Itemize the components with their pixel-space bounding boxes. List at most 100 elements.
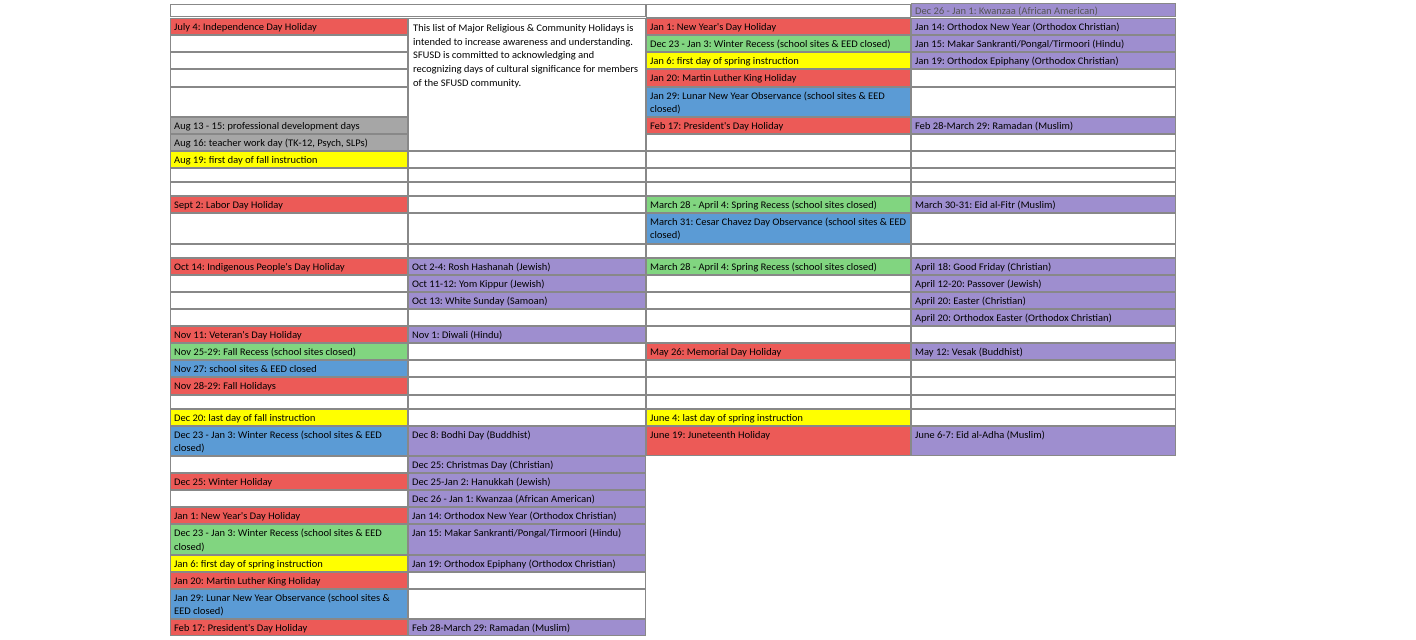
spacer-cell [170, 52, 408, 69]
spacer-cell [646, 182, 911, 196]
calendar-entry: Jan 15: Makar Sankranti/Pongal/Tirmoori … [911, 35, 1176, 52]
empty-cell [646, 473, 911, 490]
spacer-cell [911, 87, 1176, 117]
spacer-cell [911, 360, 1176, 377]
spacer-cell [170, 292, 408, 309]
calendar-entry: Oct 14: Indigenous People's Day Holiday [170, 258, 408, 275]
spacer-cell [408, 395, 646, 409]
spacer-cell [170, 213, 408, 243]
spacer-cell [408, 168, 646, 182]
header-partial [170, 4, 646, 17]
spacer-cell [646, 309, 911, 326]
spacer-cell [646, 151, 911, 168]
spacer-cell [408, 589, 646, 619]
calendar-entry: Feb 28-March 29: Ramadan (Muslim) [911, 117, 1176, 134]
spacer-cell [408, 343, 646, 360]
spacer-cell [911, 395, 1176, 409]
calendar-entry: Nov 1: Diwali (Hindu) [408, 326, 646, 343]
empty-cell [646, 507, 911, 524]
spacer-cell [911, 377, 1176, 394]
calendar-entry: Jan 19: Orthodox Epiphany (Orthodox Chri… [911, 52, 1176, 69]
empty-cell [646, 572, 911, 589]
spacer-cell [646, 360, 911, 377]
empty-cell [911, 507, 1176, 524]
spacer-cell [408, 409, 646, 426]
spacer-cell [646, 275, 911, 292]
calendar-entry: Aug 19: first day of fall instruction [170, 151, 408, 168]
calendar-entry: Feb 17: President's Day Holiday [170, 619, 408, 636]
spacer-cell [408, 377, 646, 394]
calendar-entry: Jan 29: Lunar New Year Observance (schoo… [170, 589, 408, 619]
calendar-entry: Nov 25-29: Fall Recess (school sites clo… [170, 343, 408, 360]
calendar-entry: Dec 23 - Jan 3: Winter Recess (school si… [170, 426, 408, 456]
empty-cell [646, 589, 911, 619]
spacer-cell [646, 292, 911, 309]
spacer-cell [646, 377, 911, 394]
calendar-entry: Nov 28-29: Fall Holidays [170, 377, 408, 394]
calendar-entry: Dec 26 - Jan 1: Kwanzaa (African America… [408, 490, 646, 507]
spacer-cell [911, 326, 1176, 343]
spacer-cell [170, 87, 408, 117]
spacer-cell [646, 134, 911, 151]
spacer-cell [408, 572, 646, 589]
spacer-cell [170, 69, 408, 86]
spacer-cell [170, 490, 408, 507]
calendar-entry: Oct 2-4: Rosh Hashanah (Jewish) [408, 258, 646, 275]
calendar-entry: Aug 13 - 15: professional development da… [170, 117, 408, 134]
calendar-entry: Jan 20: Martin Luther King Holiday [646, 69, 911, 86]
spacer-cell [408, 196, 646, 213]
spacer-cell [911, 69, 1176, 86]
calendar-entry: Jan 14: Orthodox New Year (Orthodox Chri… [408, 507, 646, 524]
empty-cell [911, 456, 1176, 473]
calendar-entry: April 20: Orthodox Easter (Orthodox Chri… [911, 309, 1176, 326]
calendar-entry: Jan 29: Lunar New Year Observance (schoo… [646, 87, 911, 117]
calendar-entry: July 4: Independence Day Holiday [170, 18, 408, 35]
calendar-entry: June 4: last day of spring instruction [646, 409, 911, 426]
calendar-entry: Jan 1: New Year's Day Holiday [646, 18, 911, 35]
empty-cell [911, 524, 1176, 554]
calendar-entry: Feb 17: President's Day Holiday [646, 117, 911, 134]
spacer-cell [170, 168, 408, 182]
calendar-entry: Aug 16: teacher work day (TK-12, Psych, … [170, 134, 408, 151]
spacer-cell [646, 244, 911, 258]
empty-cell [646, 524, 911, 554]
calendar-entry: Dec 25-Jan 2: Hanukkah (Jewish) [408, 473, 646, 490]
spacer-cell [170, 275, 408, 292]
calendar-entry: Feb 28-March 29: Ramadan (Muslim) [408, 619, 646, 636]
calendar-entry: Jan 20: Martin Luther King Holiday [170, 572, 408, 589]
empty-cell [911, 619, 1176, 636]
spacer-cell [646, 395, 911, 409]
empty-cell [911, 473, 1176, 490]
calendar-entry: Nov 11: Veteran's Day Holiday [170, 326, 408, 343]
calendar-entry: Dec 25: Christmas Day (Christian) [408, 456, 646, 473]
spacer-cell [170, 182, 408, 196]
calendar-entry: March 30-31: Eid al-Fitr (Muslim) [911, 196, 1176, 213]
calendar-entry: Dec 23 - Jan 3: Winter Recess (school si… [170, 524, 408, 554]
spacer-cell [911, 168, 1176, 182]
spacer-cell [408, 182, 646, 196]
empty-cell [911, 589, 1176, 619]
calendar-entry: Jan 15: Makar Sankranti/Pongal/Tirmoori … [408, 524, 646, 554]
calendar-entry: Dec 20: last day of fall instruction [170, 409, 408, 426]
calendar-entry: April 20: Easter (Christian) [911, 292, 1176, 309]
empty-cell [646, 490, 911, 507]
empty-cell [646, 456, 911, 473]
empty-cell [646, 619, 911, 636]
calendar-entry: March 28 - April 4: Spring Recess (schoo… [646, 258, 911, 275]
spacer-cell [911, 213, 1176, 243]
empty-cell [911, 572, 1176, 589]
spacer-cell [408, 309, 646, 326]
calendar-entry: Jan 6: first day of spring instruction [646, 52, 911, 69]
holiday-calendar-grid: Dec 26 - Jan 1: Kwanzaa (African America… [170, 4, 1246, 636]
intro-text: This list of Major Religious & Community… [408, 18, 646, 151]
spacer-cell [646, 168, 911, 182]
calendar-entry: March 28 - April 4: Spring Recess (schoo… [646, 196, 911, 213]
empty-cell [911, 490, 1176, 507]
calendar-entry: Oct 13: White Sunday (Samoan) [408, 292, 646, 309]
spacer-cell [911, 151, 1176, 168]
calendar-entry: Dec 23 - Jan 3: Winter Recess (school si… [646, 35, 911, 52]
calendar-entry: March 31: Cesar Chavez Day Observance (s… [646, 213, 911, 243]
calendar-entry: Oct 11-12: Yom Kippur (Jewish) [408, 275, 646, 292]
spacer-cell [170, 309, 408, 326]
spacer-cell [408, 151, 646, 168]
